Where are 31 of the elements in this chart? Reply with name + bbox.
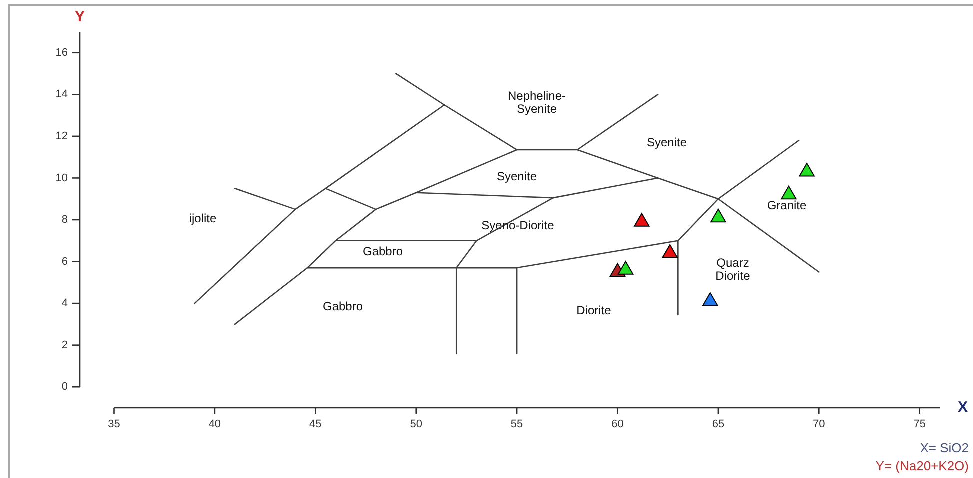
x-axis-title: X	[958, 399, 968, 416]
x-tick-label: 35	[108, 418, 120, 431]
y-tick-label: 10	[56, 172, 68, 184]
y-tick-label: 2	[62, 339, 68, 352]
x-tick-label: 50	[410, 418, 422, 431]
annotation: Syenite	[496, 169, 538, 184]
y-tick-label: 0	[62, 381, 68, 394]
x-tick-label: 70	[813, 418, 826, 431]
annotation: ijolite	[189, 211, 217, 226]
y-tick-label: 6	[62, 256, 68, 268]
annotation: Nepheline- Syenite	[508, 88, 566, 116]
annotation: Quarz Diorite	[716, 256, 751, 283]
y-tick-label: 4	[62, 298, 68, 310]
annotation: Diorite	[576, 303, 612, 318]
x-tick-label: 75	[914, 418, 926, 431]
annotation: Gabbro	[362, 244, 404, 258]
x-tick-label: 45	[310, 418, 322, 431]
x-tick-label: 60	[612, 418, 624, 431]
text: Y= (Na20+K2O)	[876, 458, 969, 474]
x-tick-label: 65	[712, 418, 725, 431]
x-tick-label: 40	[208, 418, 222, 431]
x-tick-label: 55	[510, 418, 524, 431]
text: X= SiO2	[920, 440, 969, 456]
y-tick-label: 14	[56, 88, 68, 101]
y-axis-title: Y	[74, 8, 86, 26]
annotation: Gabbro	[322, 299, 364, 314]
y-tick-label: 16	[56, 46, 68, 59]
y-tick-label: 8	[62, 214, 68, 226]
annotation: Syenite	[646, 135, 688, 150]
annotation: Granite	[767, 198, 807, 212]
y-tick-label: 12	[56, 130, 68, 142]
